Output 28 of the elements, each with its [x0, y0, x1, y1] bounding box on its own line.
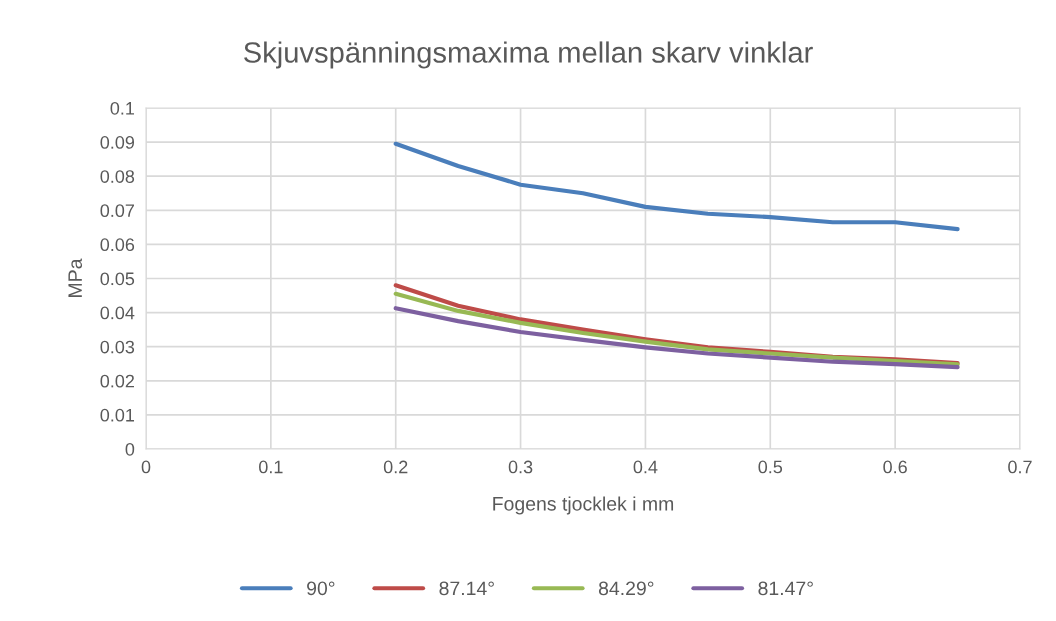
legend-label: 81.47° [758, 581, 813, 596]
y-axis-title: MPa [68, 258, 83, 297]
x-tick-label: 0.1 [259, 460, 283, 474]
line-series [393, 141, 960, 232]
y-tick-label: 0.06 [100, 238, 135, 252]
legend-label: 87.14° [439, 581, 494, 596]
y-tick-label: 0.02 [100, 374, 134, 388]
legend-label: 84.29° [598, 581, 654, 596]
y-tick-label: 0.1 [110, 101, 135, 115]
y-tick-label: 0 [125, 442, 135, 456]
x-tick-label: 0.4 [633, 460, 658, 474]
x-tick-label: 0 [141, 460, 151, 474]
y-tick-label: 0.07 [100, 204, 134, 218]
y-tick-label: 0.03 [100, 340, 135, 354]
x-tick-label: 0.7 [1008, 460, 1032, 474]
x-axis-title: Fogens tjocklek i mm [493, 496, 674, 515]
y-tick-label: 0.08 [100, 170, 135, 183]
x-tick-label: 0.6 [883, 460, 907, 474]
x-tick-label: 0.3 [508, 460, 533, 474]
y-tick-label: 0.04 [100, 306, 135, 320]
y-tick-label: 0.09 [100, 136, 135, 149]
line-series [393, 306, 960, 370]
legend-label: 90° [307, 581, 335, 596]
y-tick-label: 0.05 [100, 272, 135, 286]
x-tick-label: 0.5 [758, 460, 783, 474]
x-tick-label: 0.2 [383, 460, 408, 474]
y-tick-label: 0.01 [100, 408, 135, 422]
chart-title: Skjuvspänningsmaxima mellan skarv vinklar [244, 41, 813, 69]
